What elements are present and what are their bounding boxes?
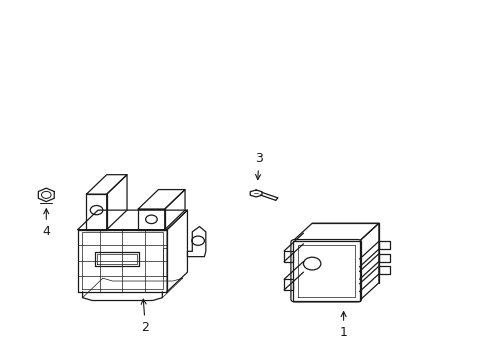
Text: 4: 4 — [42, 209, 50, 238]
Text: 3: 3 — [255, 152, 263, 180]
FancyBboxPatch shape — [290, 239, 361, 302]
Text: 1: 1 — [339, 312, 347, 339]
Text: 2: 2 — [141, 299, 149, 334]
